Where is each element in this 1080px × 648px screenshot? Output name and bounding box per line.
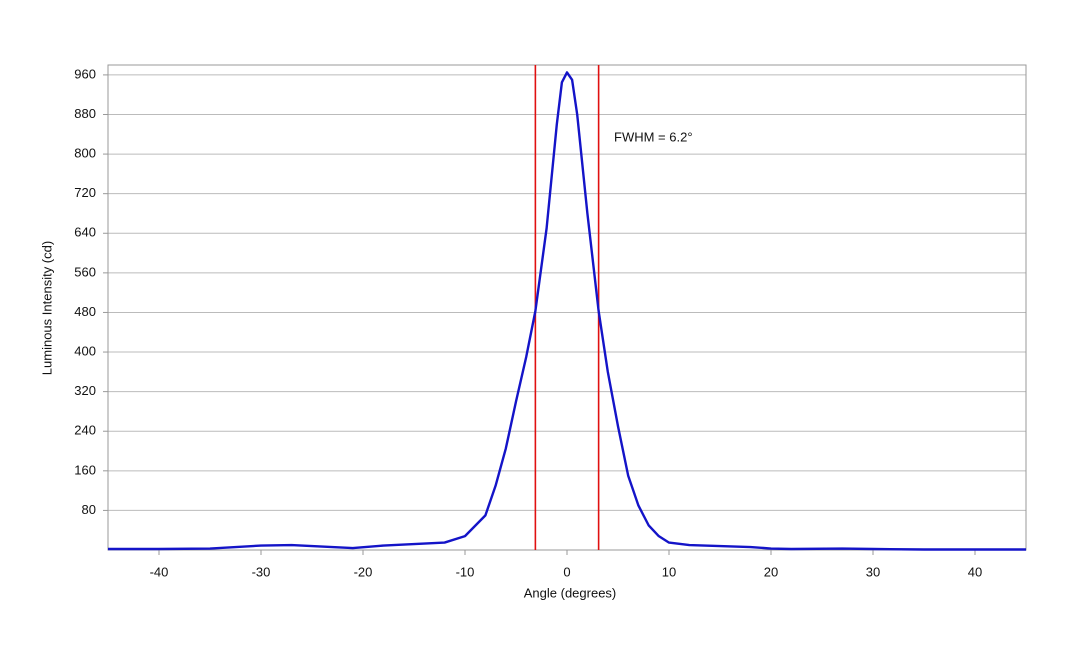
x-tick-label: -40	[150, 564, 169, 579]
y-tick-label: 560	[74, 264, 96, 279]
y-tick-label: 960	[74, 66, 96, 81]
y-tick-label: 160	[74, 462, 96, 477]
x-tick-label: -30	[252, 564, 271, 579]
x-tick-label: 20	[764, 564, 778, 579]
y-tick-label: 480	[74, 304, 96, 319]
y-tick-label: 400	[74, 343, 96, 358]
annotation: FWHM = 6.2°	[614, 129, 693, 144]
x-tick-label: -10	[456, 564, 475, 579]
y-tick-label: 80	[82, 502, 96, 517]
y-axis-label: Luminous Intensity (cd)	[39, 241, 54, 375]
plot-border	[107, 64, 1027, 551]
x-tick-label: -20	[354, 564, 373, 579]
x-tick-label: 30	[866, 564, 880, 579]
data-line	[108, 71, 1026, 551]
y-tick-label: 800	[74, 146, 96, 161]
y-tick-label: 240	[74, 423, 96, 438]
y-tick-label: 720	[74, 185, 96, 200]
x-tick-label: 0	[563, 564, 570, 579]
y-tick-label: 320	[74, 383, 96, 398]
x-tick-label: 10	[662, 564, 676, 579]
y-tick-label: 640	[74, 225, 96, 240]
x-tick-label: 40	[968, 564, 982, 579]
y-tick-label: 880	[74, 106, 96, 121]
x-axis-label: Angle (degrees)	[524, 585, 617, 600]
